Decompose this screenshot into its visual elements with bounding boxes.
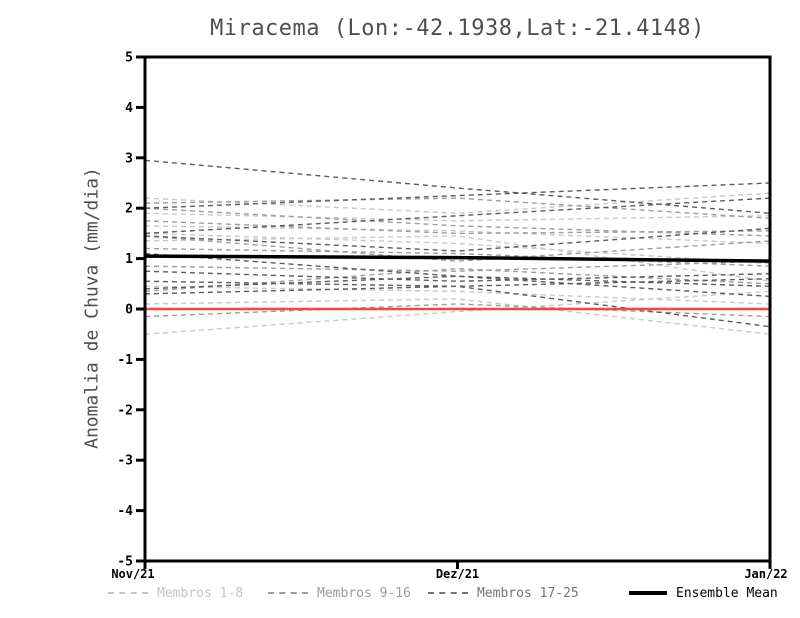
y-tick-label: 1	[125, 252, 133, 267]
x-tick-label: Dez/21	[436, 567, 479, 581]
legend-label: Membros 1-8	[157, 585, 244, 601]
member-line	[144, 235, 771, 262]
legend-label: Ensemble Mean	[676, 585, 778, 601]
member-line	[144, 182, 771, 209]
legend-item-membros-17-25: Membros 17-25	[428, 584, 579, 602]
dashed-line-swatch-icon	[268, 592, 308, 594]
y-tick-label: -4	[117, 504, 133, 519]
legend-label: Membros 17-25	[477, 585, 579, 601]
dashed-line-swatch-icon	[428, 592, 468, 594]
y-tick-label: -3	[117, 454, 133, 469]
chart-title: Miracema (Lon:-42.1938,Lat:-21.4148)	[210, 16, 705, 41]
y-tick-label: -2	[117, 403, 133, 418]
y-tick-label: -5	[117, 555, 133, 570]
y-tick-label: 4	[125, 101, 133, 116]
member-line	[144, 285, 771, 305]
member-line	[144, 285, 771, 328]
x-tick-label: Nov/21	[111, 567, 154, 581]
legend-label: Membros 9-16	[317, 585, 411, 601]
member-line	[144, 298, 771, 335]
x-tick-label: Jan/22	[744, 567, 787, 581]
chart-legend: Membros 1-8 Membros 9-16 Membros 17-25 E…	[0, 584, 800, 604]
member-line	[144, 212, 771, 222]
member-line	[144, 235, 771, 282]
legend-item-membros-9-16: Membros 9-16	[268, 584, 411, 602]
y-tick-label: 0	[125, 303, 133, 318]
legend-item-membros-1-8: Membros 1-8	[108, 584, 243, 602]
y-tick-label: 3	[125, 151, 133, 166]
y-tick-label: 5	[125, 51, 133, 66]
ensemble-mean-line	[144, 254, 771, 263]
dashed-line-swatch-icon	[108, 592, 148, 594]
y-tick-label: 2	[125, 202, 133, 217]
member-line	[144, 290, 771, 335]
legend-item-ensemble-mean: Ensemble Mean	[629, 584, 778, 602]
y-tick-label: -1	[117, 353, 133, 368]
member-line	[144, 159, 771, 214]
solid-line-swatch-icon	[629, 591, 667, 595]
